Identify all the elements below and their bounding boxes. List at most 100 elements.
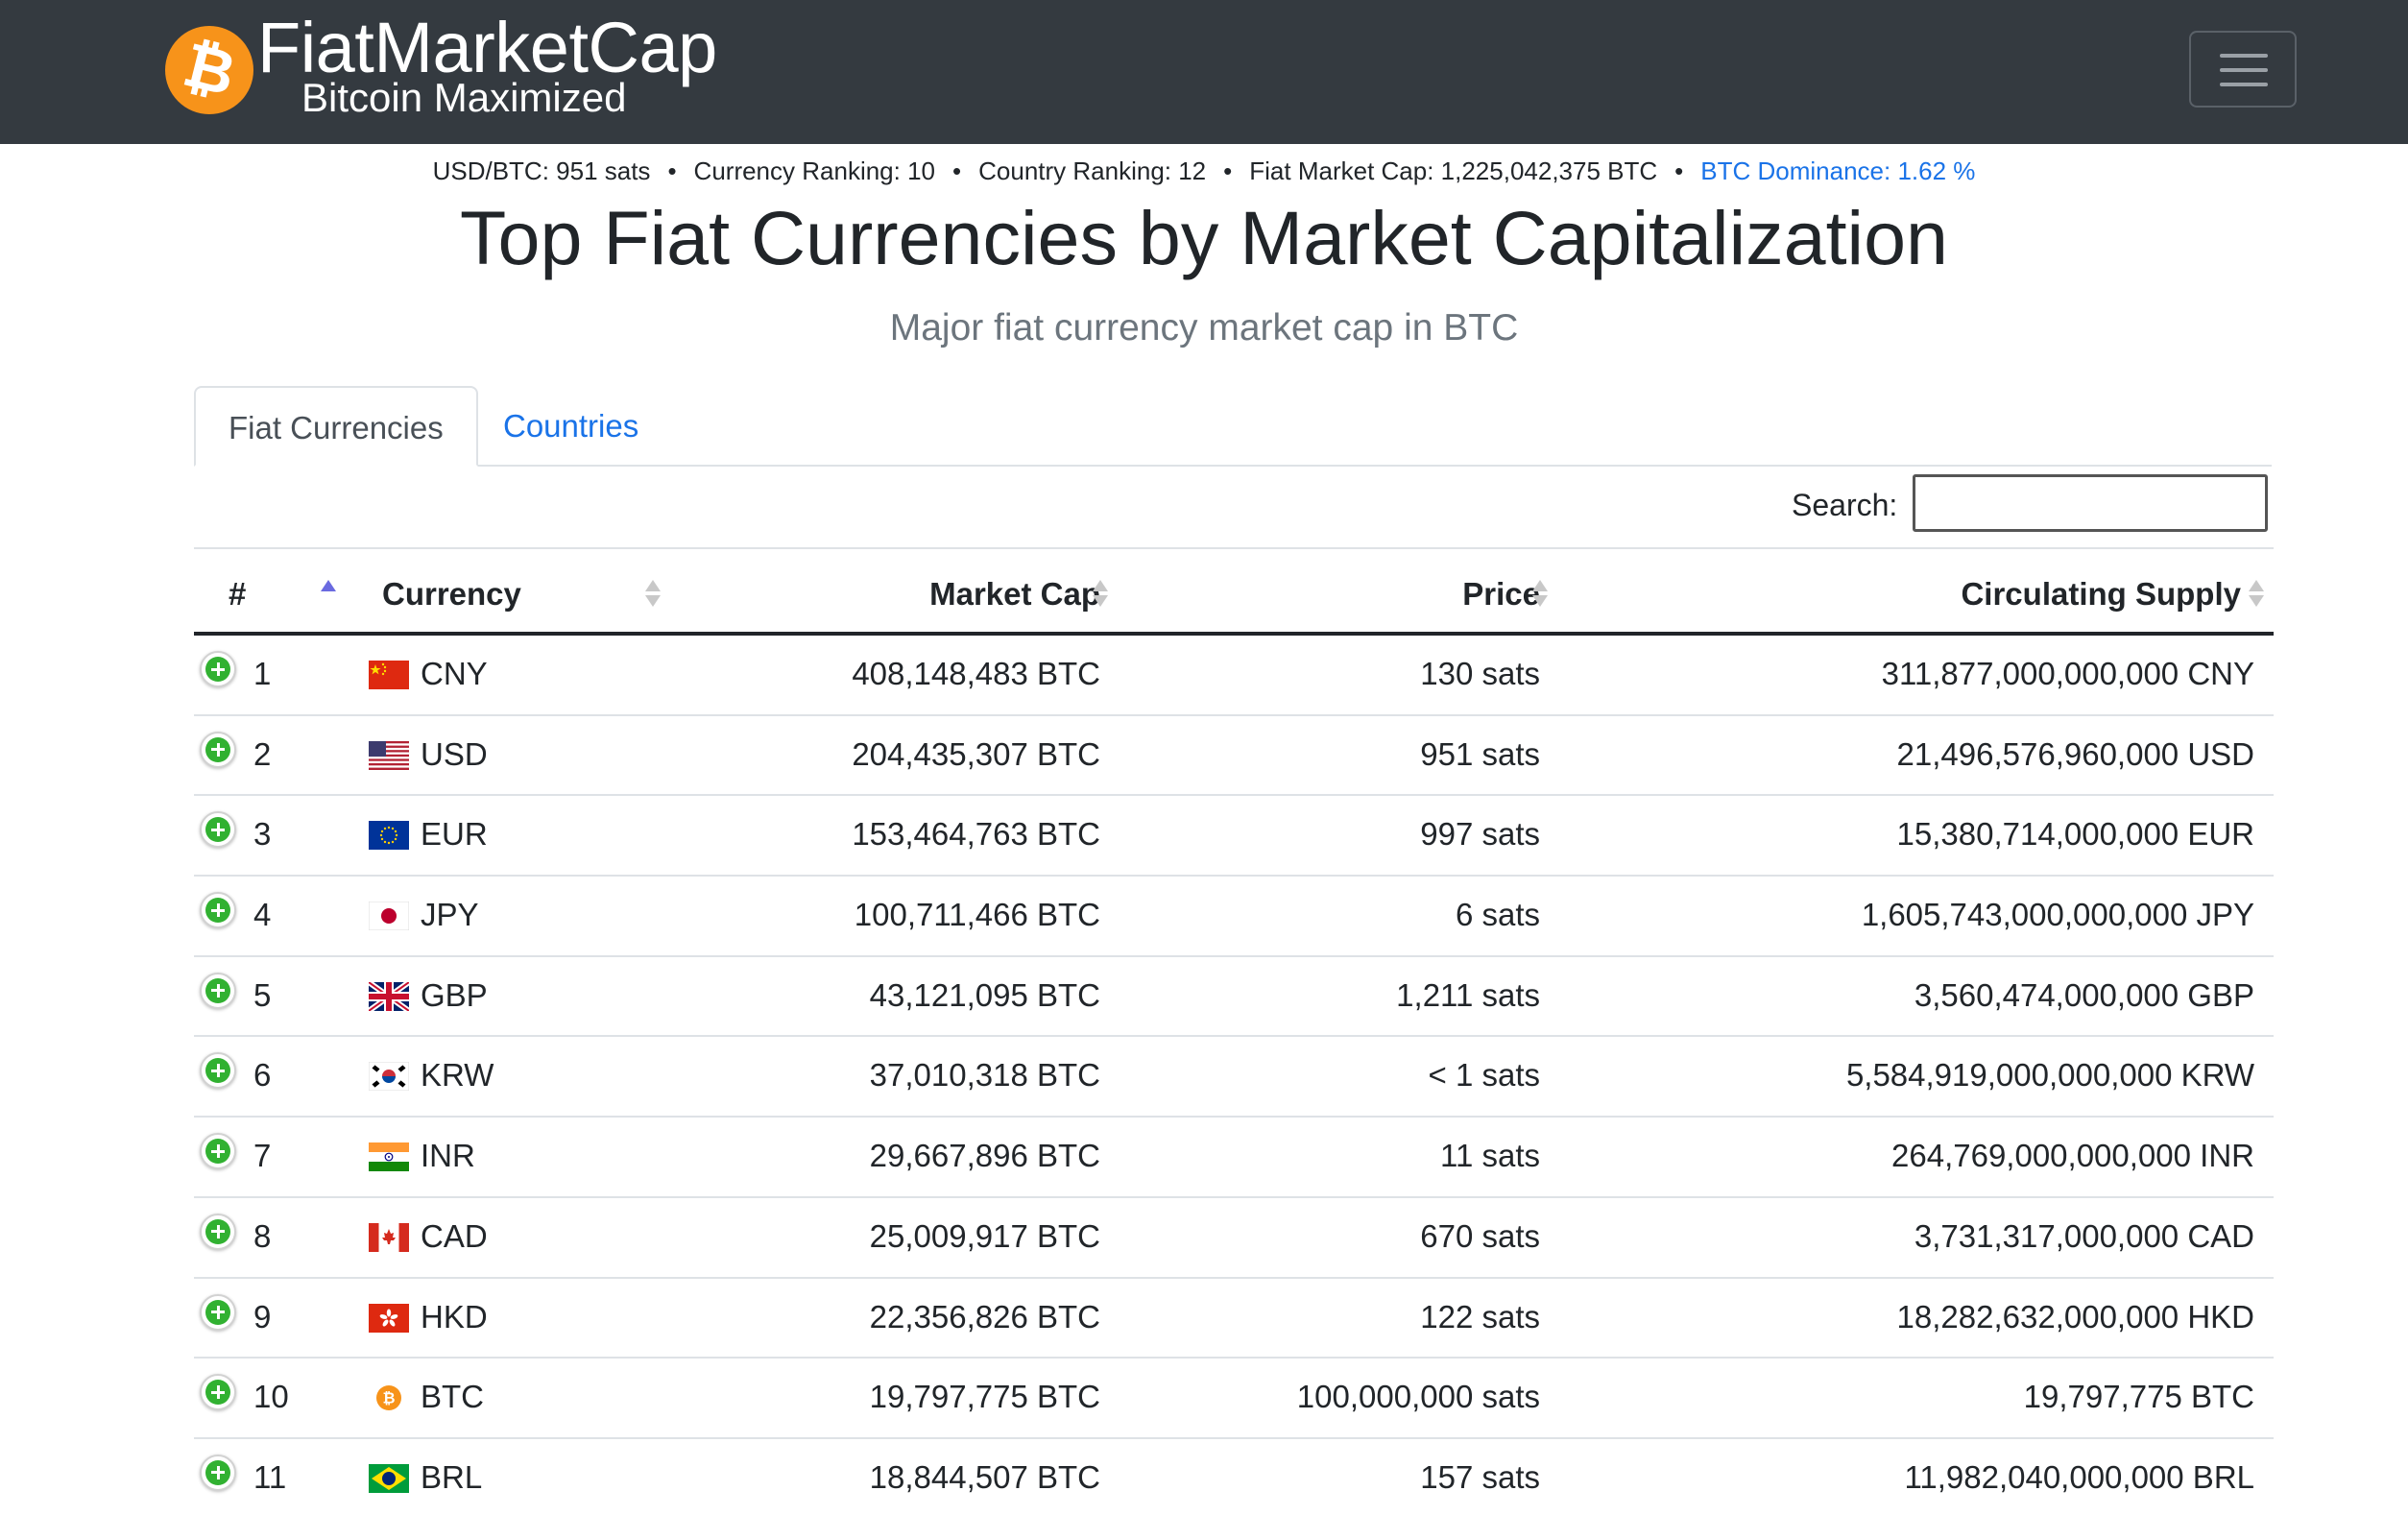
expand-row-plus-icon[interactable] xyxy=(200,1293,236,1331)
search-input[interactable] xyxy=(1913,474,2268,532)
sort-icon[interactable] xyxy=(645,578,661,609)
rank-cell: 9 xyxy=(253,1298,272,1335)
sort-asc-icon[interactable] xyxy=(321,578,336,609)
rank-cell: 10 xyxy=(253,1379,289,1415)
currency-code[interactable]: BRL xyxy=(421,1458,483,1495)
currency-code[interactable]: EUR xyxy=(421,816,488,853)
country-ranking-stat: Country Ranking: 12 xyxy=(978,156,1207,185)
expand-row-plus-icon[interactable] xyxy=(200,1213,236,1250)
column-header-currency[interactable]: Currency xyxy=(382,576,521,612)
table-row[interactable]: 3 EUR 153,464,763 BTC 997 sats 15,380,71… xyxy=(194,796,2274,878)
sort-icon[interactable] xyxy=(1093,578,1108,609)
column-header-circulating-supply[interactable]: Circulating Supply xyxy=(1961,576,2241,612)
price-cell: 100,000,000 sats xyxy=(1296,1379,1540,1415)
rank-cell: 8 xyxy=(253,1217,272,1254)
supply-cell: 15,380,714,000,000 EUR xyxy=(1896,816,2254,853)
supply-cell: 311,877,000,000,000 CNY xyxy=(1881,656,2254,691)
currency-code[interactable]: USD xyxy=(421,735,488,772)
tab-fiat-currencies[interactable]: Fiat Currencies xyxy=(194,386,478,467)
table-row[interactable]: 6 KRW 37,010,318 BTC < 1 sats 5,584,919,… xyxy=(194,1037,2274,1118)
expand-row-plus-icon[interactable] xyxy=(200,1454,236,1491)
price-cell: 951 sats xyxy=(1420,735,1540,772)
market-cap-cell: 22,356,826 BTC xyxy=(869,1298,1100,1335)
price-cell: 1,211 sats xyxy=(1396,976,1540,1013)
table-row[interactable]: 10 ₿ BTC 19,797,775 BTC 100,000,000 sats… xyxy=(194,1359,2274,1439)
market-cap-cell: 25,009,917 BTC xyxy=(869,1217,1100,1254)
expand-row-plus-icon[interactable] xyxy=(200,811,236,849)
column-header-rank[interactable]: # xyxy=(229,576,247,612)
rank-cell: 3 xyxy=(253,816,272,853)
price-cell: 130 sats xyxy=(1420,656,1540,691)
gb-flag-icon xyxy=(369,981,409,1011)
sort-icon[interactable] xyxy=(1532,578,1548,609)
table-row[interactable]: 2 USD 204,435,307 BTC 951 sats 21,496,57… xyxy=(194,716,2274,797)
table-row[interactable]: 11 BRL 18,844,507 BTC 157 sats 11,982,04… xyxy=(194,1439,2274,1515)
brand-tagline: Bitcoin Maximized xyxy=(301,75,627,120)
table-row[interactable]: 7 INR 29,667,896 BTC 11 sats 264,769,000… xyxy=(194,1118,2274,1198)
market-cap-cell: 204,435,307 BTC xyxy=(852,735,1100,772)
supply-cell: 11,982,040,000,000 BRL xyxy=(1904,1458,2254,1495)
expand-row-plus-icon[interactable] xyxy=(200,1052,236,1090)
currency-code[interactable]: GBP xyxy=(421,976,488,1013)
usd-btc-stat: USD/BTC: 951 sats xyxy=(432,156,651,185)
menu-toggle-button[interactable] xyxy=(2189,31,2297,108)
price-cell: 670 sats xyxy=(1420,1217,1540,1254)
price-cell: 997 sats xyxy=(1420,816,1540,853)
rank-cell: 11 xyxy=(253,1458,287,1495)
rank-cell: 7 xyxy=(253,1138,272,1174)
us-flag-icon xyxy=(369,740,409,770)
currency-code[interactable]: HKD xyxy=(421,1298,488,1335)
market-cap-cell: 19,797,775 BTC xyxy=(869,1379,1100,1415)
svg-text:₿: ₿ xyxy=(382,1389,395,1407)
tabs-divider xyxy=(194,465,2272,467)
currency-code[interactable]: JPY xyxy=(421,897,479,933)
currency-ranking-stat: Currency Ranking: 10 xyxy=(693,156,936,185)
market-cap-cell: 408,148,483 BTC xyxy=(852,656,1100,691)
table-row[interactable]: 9 HKD 22,356,826 BTC 122 sats 18,282,632… xyxy=(194,1279,2274,1359)
sort-icon[interactable] xyxy=(2249,578,2264,609)
expand-row-plus-icon[interactable] xyxy=(200,1133,236,1170)
top-navbar: ₿ FiatMarketCap Bitcoin Maximized xyxy=(0,0,2408,144)
page-subtitle: Major fiat currency market cap in BTC xyxy=(889,307,1519,349)
supply-cell: 18,282,632,000,000 HKD xyxy=(1896,1298,2254,1335)
currency-code[interactable]: KRW xyxy=(421,1057,494,1094)
br-flag-icon xyxy=(369,1463,409,1493)
currency-code[interactable]: BTC xyxy=(421,1379,484,1415)
search-label: Search: xyxy=(1792,488,1898,522)
table-row[interactable]: 8 CAD 25,009,917 BTC 670 sats 3,731,317,… xyxy=(194,1198,2274,1279)
expand-row-plus-icon[interactable] xyxy=(200,892,236,929)
rank-cell: 2 xyxy=(253,735,272,772)
hk-flag-icon xyxy=(369,1303,409,1333)
supply-cell: 21,496,576,960,000 USD xyxy=(1896,735,2254,772)
expand-row-plus-icon[interactable] xyxy=(200,972,236,1009)
global-stats-bar: USD/BTC: 951 sats • Currency Ranking: 10 • C… xyxy=(432,156,1976,185)
brand-title[interactable]: FiatMarketCap xyxy=(257,8,717,87)
btc-coin-icon: ₿ xyxy=(369,1383,409,1412)
table-row[interactable]: 5 GBP 43,121,095 BTC 1,211 sats 3,560,47… xyxy=(194,957,2274,1038)
currency-code[interactable]: CAD xyxy=(421,1217,488,1254)
currency-code[interactable]: INR xyxy=(421,1138,475,1174)
column-header-price[interactable]: Price xyxy=(1462,576,1540,612)
btc-dominance-link[interactable]: BTC Dominance: 1.62 % xyxy=(1700,156,1976,185)
expand-row-plus-icon[interactable] xyxy=(200,1374,236,1411)
expand-row-plus-icon[interactable] xyxy=(200,731,236,768)
price-cell: 11 sats xyxy=(1440,1138,1540,1174)
market-cap-cell: 29,667,896 BTC xyxy=(869,1138,1100,1174)
price-cell: < 1 sats xyxy=(1428,1057,1540,1094)
table-row[interactable]: 4 JPY 100,711,466 BTC 6 sats 1,605,743,0… xyxy=(194,877,2274,957)
table-row[interactable]: 1 CNY 408,148,483 BTC 130 sats 311,877,0… xyxy=(194,636,2274,716)
price-cell: 157 sats xyxy=(1420,1458,1540,1495)
rank-cell: 5 xyxy=(253,976,272,1013)
column-header-market-cap[interactable]: Market Cap xyxy=(929,576,1100,612)
tab-countries[interactable]: Countries xyxy=(503,408,639,444)
eu-flag-icon xyxy=(369,821,409,851)
page-title: Top Fiat Currencies by Market Capitaliza… xyxy=(460,195,1948,280)
expand-row-plus-icon[interactable] xyxy=(200,651,236,687)
currency-code[interactable]: CNY xyxy=(421,656,488,691)
rank-cell: 1 xyxy=(253,656,272,691)
supply-cell: 19,797,775 BTC xyxy=(2023,1379,2254,1415)
bitcoin-logo-icon[interactable]: ₿ xyxy=(165,26,253,114)
market-cap-cell: 18,844,507 BTC xyxy=(869,1458,1100,1495)
price-cell: 6 sats xyxy=(1455,897,1540,933)
price-cell: 122 sats xyxy=(1420,1298,1540,1335)
